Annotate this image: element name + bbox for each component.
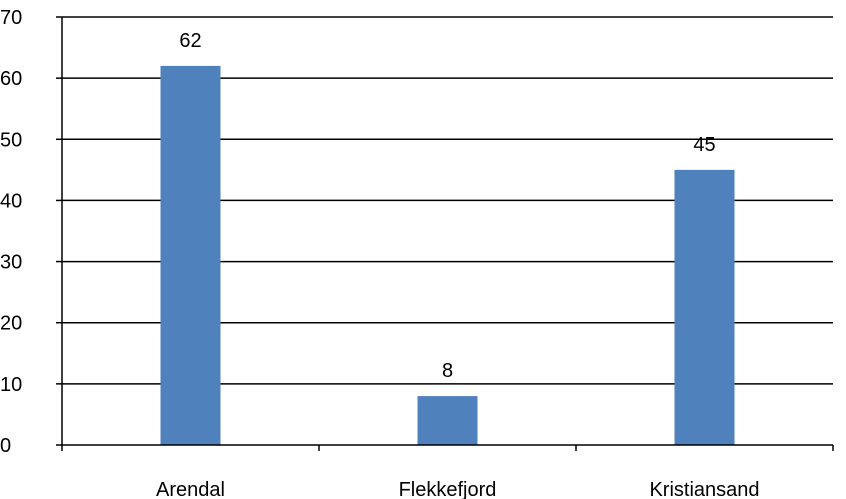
bars	[160, 65, 735, 446]
axes	[56, 16, 834, 451]
y-tick-label: 10	[0, 374, 22, 396]
y-tick-label: 20	[0, 313, 22, 335]
x-tick-label-kristiansand: Kristiansand	[649, 479, 759, 499]
y-tick-labels: 0 10 20 30 40 50 60 70	[0, 7, 22, 457]
y-tick-label: 50	[0, 129, 22, 151]
bar-flekkefjord	[417, 396, 478, 445]
bar-arendal	[160, 65, 221, 446]
y-tick-label: 60	[0, 68, 22, 90]
x-tick-labels: Arendal Flekkefjord Kristiansand	[156, 479, 760, 499]
y-tick-label: 0	[0, 435, 11, 457]
x-tick-label-flekkefjord: Flekkefjord	[399, 479, 497, 499]
y-tick-label: 70	[0, 7, 22, 29]
y-tick-label: 40	[0, 190, 22, 212]
data-labels: 62 8 45	[179, 30, 715, 382]
data-label-kristiansand: 45	[693, 134, 715, 156]
x-tick-label-arendal: Arendal	[156, 479, 225, 499]
data-label-arendal: 62	[179, 30, 201, 52]
y-tick-label: 30	[0, 252, 22, 274]
bar-kristiansand	[674, 169, 735, 445]
data-label-flekkefjord: 8	[442, 360, 453, 382]
